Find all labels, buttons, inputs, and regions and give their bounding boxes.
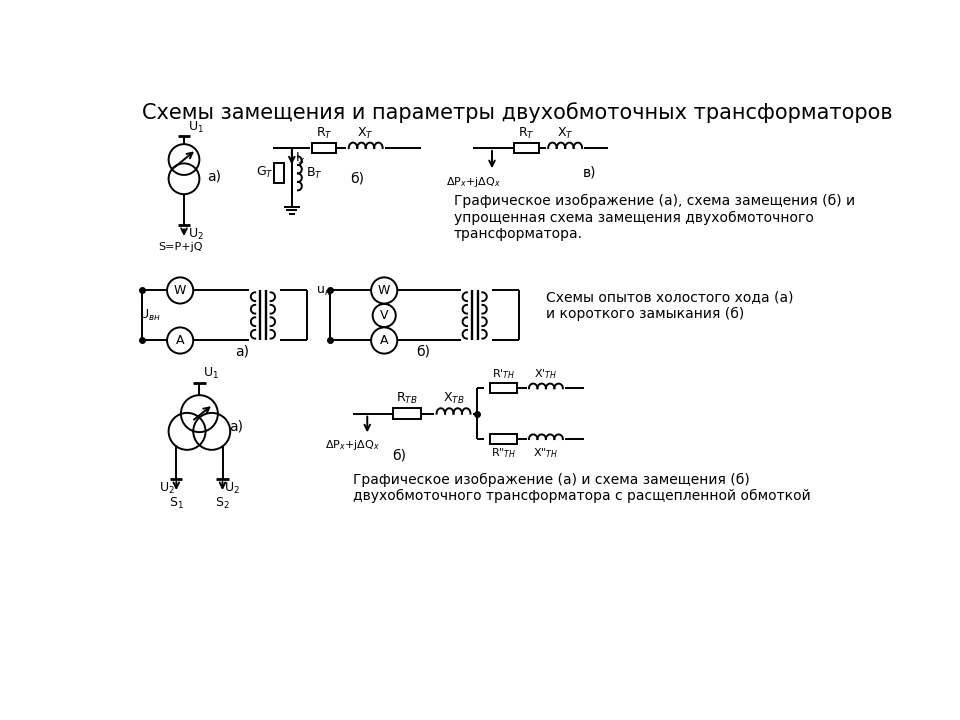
Text: Схемы замещения и параметры двухобмоточных трансформаторов: Схемы замещения и параметры двухобмоточн… — [142, 102, 892, 122]
Text: U$_1$: U$_1$ — [204, 366, 219, 381]
Text: в): в) — [583, 166, 596, 179]
Text: X$_T$: X$_T$ — [557, 126, 573, 141]
Text: б): б) — [416, 345, 430, 359]
Text: R'$_{ТН}$: R'$_{ТН}$ — [492, 367, 516, 382]
Text: Графическое изображение (а), схема замещения (б) и
упрощенная схема замещения дв: Графическое изображение (а), схема замещ… — [453, 194, 854, 240]
Text: W: W — [174, 284, 186, 297]
Text: A: A — [176, 334, 184, 347]
Bar — [275, 163, 284, 183]
Bar — [491, 383, 516, 393]
Text: W: W — [378, 284, 391, 297]
Text: B$_T$: B$_T$ — [305, 166, 323, 181]
Text: R"$_{ТН}$: R"$_{ТН}$ — [491, 446, 516, 460]
Bar — [491, 434, 516, 444]
Text: ΔP$_x$+jΔQ$_x$: ΔP$_x$+jΔQ$_x$ — [324, 438, 380, 452]
Text: а): а) — [235, 345, 249, 359]
Text: u$_к$: u$_к$ — [317, 285, 332, 298]
Text: U$_2$: U$_2$ — [158, 481, 175, 496]
Text: б): б) — [350, 172, 364, 186]
Text: X'$_{ТН}$: X'$_{ТН}$ — [535, 367, 558, 382]
Text: I$_x$: I$_x$ — [295, 150, 306, 166]
Text: U$_2$: U$_2$ — [188, 227, 204, 242]
Text: X$_T$: X$_T$ — [357, 126, 374, 141]
Text: U$_2$: U$_2$ — [224, 481, 240, 496]
Text: S=P+jQ: S=P+jQ — [157, 242, 203, 252]
Text: Схемы опытов холостого хода (а)
и короткого замыкания (б): Схемы опытов холостого хода (а) и коротк… — [546, 290, 793, 321]
Text: б): б) — [393, 449, 407, 462]
Text: U$_{вн}$: U$_{вн}$ — [139, 308, 161, 323]
Text: R$_T$: R$_T$ — [316, 126, 332, 141]
Text: G$_T$: G$_T$ — [255, 165, 274, 180]
Text: X"$_{ТН}$: X"$_{ТН}$ — [534, 446, 559, 460]
Bar — [515, 143, 539, 153]
Text: а): а) — [207, 169, 221, 184]
Text: а): а) — [228, 420, 243, 433]
Bar — [312, 143, 336, 153]
Text: R$_T$: R$_T$ — [518, 126, 535, 141]
Text: Графическое изображение (а) и схема замещения (б)
двухобмоточного трансформатора: Графическое изображение (а) и схема заме… — [353, 473, 811, 503]
Text: S$_1$: S$_1$ — [169, 496, 183, 511]
Text: U$_1$: U$_1$ — [188, 120, 204, 135]
Text: S$_2$: S$_2$ — [215, 496, 229, 511]
Text: A: A — [380, 334, 389, 347]
Text: X$_{ТВ}$: X$_{ТВ}$ — [443, 391, 465, 406]
Text: R$_{ТВ}$: R$_{ТВ}$ — [396, 391, 419, 406]
Text: V: V — [380, 309, 389, 322]
Bar — [394, 408, 421, 419]
Text: ΔP$_x$+jΔQ$_x$: ΔP$_x$+jΔQ$_x$ — [445, 175, 501, 189]
